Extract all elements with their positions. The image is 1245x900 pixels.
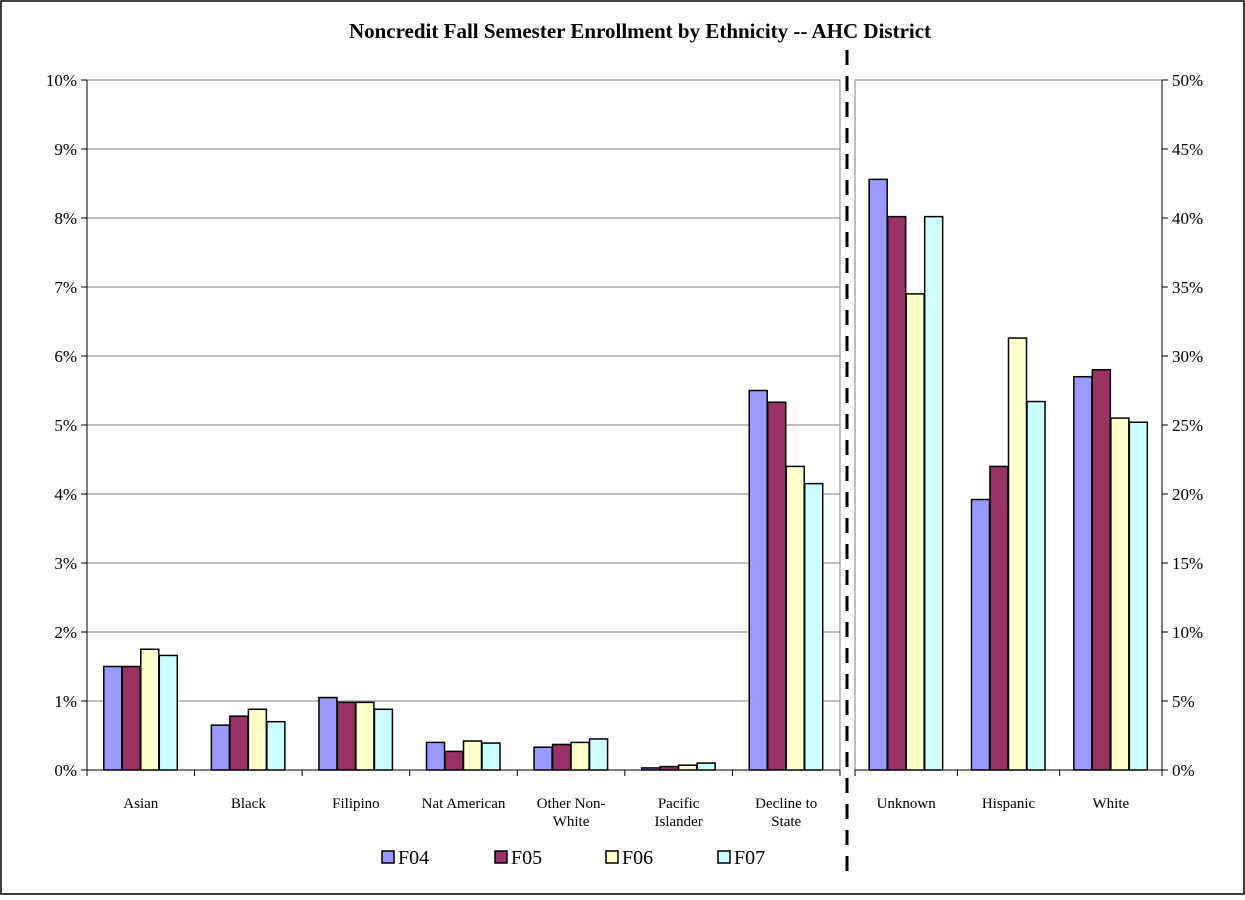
bar-f06	[905, 293, 925, 771]
bar-f05	[444, 750, 464, 771]
x-category-label: Black	[231, 796, 266, 812]
y-tick-label: 9%	[54, 140, 77, 159]
x-category-label: Decline to State	[755, 796, 817, 830]
y-tick-label: 3%	[54, 554, 77, 573]
legend-label-f04: F04	[398, 847, 429, 869]
bar-f07	[266, 720, 286, 771]
bar-f06	[785, 465, 805, 771]
bar-f07	[696, 762, 716, 771]
y-tick-label: 10%	[1172, 623, 1203, 642]
y-tick-label: 40%	[1172, 209, 1203, 228]
bar-f07	[588, 738, 609, 771]
bar-f05	[229, 715, 249, 771]
x-category-label: Pacific Islander	[654, 796, 702, 830]
legend-swatch-f04	[381, 850, 395, 864]
legend-label-f07: F07	[734, 847, 765, 869]
y-tick-label: 8%	[54, 209, 77, 228]
axes	[81, 79, 1168, 776]
bar-f06	[1007, 337, 1028, 771]
legend-swatch-f06	[605, 850, 619, 864]
y-tick-label: 5%	[54, 416, 77, 435]
bar-f06	[247, 708, 268, 771]
x-category-label: Nat American	[422, 796, 506, 812]
bar-f05	[659, 765, 679, 771]
y-tick-label: 5%	[1172, 692, 1195, 711]
y-tick-label: 30%	[1172, 347, 1203, 366]
x-category-label: White	[1093, 796, 1130, 812]
y-tick-label: 20%	[1172, 485, 1203, 504]
bar-f04	[970, 498, 991, 771]
y-tick-label: 10%	[46, 71, 77, 90]
x-category-label: Hispanic	[982, 796, 1036, 812]
bar-f06	[1110, 417, 1130, 771]
bar-f05	[336, 701, 357, 771]
x-category-label: Filipino	[332, 796, 380, 812]
bar-f07	[803, 482, 824, 771]
bar-f05	[766, 401, 787, 771]
bar-f04	[425, 741, 446, 771]
bar-f04	[318, 696, 338, 771]
y-tick-label: 7%	[54, 278, 77, 297]
legend-swatch-f07	[717, 850, 731, 864]
y-tick-label: 2%	[54, 623, 77, 642]
bar-f06	[677, 764, 698, 771]
bar-f07	[158, 654, 179, 771]
bar-f06	[570, 741, 590, 771]
bar-f07	[481, 742, 501, 771]
y-tick-label: 25%	[1172, 416, 1203, 435]
bar-f06	[355, 701, 375, 771]
y-tick-label: 35%	[1172, 278, 1203, 297]
bar-f04	[210, 724, 231, 771]
x-category-label: Asian	[123, 796, 158, 812]
bar-f07	[373, 708, 394, 771]
y-tick-label: 15%	[1172, 554, 1203, 573]
legend-label-f05: F05	[511, 847, 542, 869]
bar-f05	[121, 665, 142, 771]
bar-f05	[551, 743, 572, 771]
y-tick-label: 50%	[1172, 71, 1203, 90]
y-tick-label: 6%	[54, 347, 77, 366]
bar-f04	[868, 178, 888, 771]
bar-f05	[886, 215, 907, 771]
axis-labels: 0% 1% 2% 3% 4% 5% 6% 7% 8% 9% 10% Asian Black Filipin…	[46, 71, 1203, 830]
legend-label-f06: F06	[622, 847, 653, 869]
bar-f07	[1026, 400, 1046, 771]
bar-f07	[923, 215, 944, 771]
bar-f04	[1073, 375, 1093, 771]
bar-f04	[533, 746, 553, 771]
legend-swatch-f05	[494, 850, 508, 864]
bar-f05	[1091, 369, 1112, 771]
bar-f05	[989, 465, 1009, 771]
bar-f06	[140, 648, 160, 771]
bar-f07	[1128, 421, 1149, 771]
legend: F04 F05 F06 F07	[381, 847, 765, 869]
bar-f04	[748, 389, 768, 771]
y-tick-label: 0%	[1172, 761, 1195, 780]
y-tick-label: 45%	[1172, 140, 1203, 159]
bar-f06	[462, 740, 483, 771]
y-tick-label: 4%	[54, 485, 77, 504]
chart-title: Noncredit Fall Semester Enrollment by Et…	[349, 19, 931, 43]
y-tick-label: 1%	[54, 692, 77, 711]
x-category-label: Unknown	[877, 796, 937, 812]
y-tick-label: 0%	[54, 761, 77, 780]
bar-f04	[103, 665, 123, 771]
x-category-label: Other Non-White	[537, 796, 606, 830]
